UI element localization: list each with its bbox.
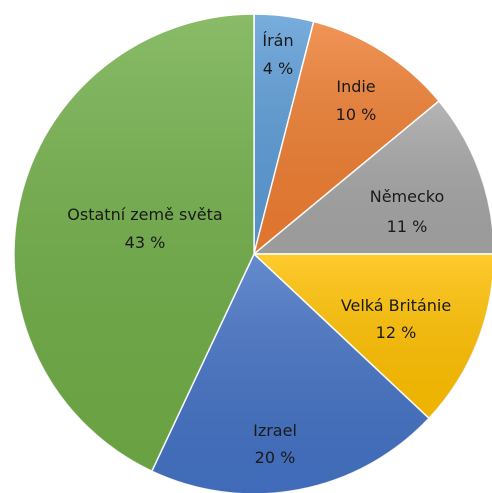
pie-slice-shading bbox=[151, 254, 429, 493]
slice-value-label: 43 % bbox=[125, 233, 166, 252]
pie-slice-shading bbox=[254, 254, 492, 419]
slice-name-label: Izrael bbox=[253, 421, 297, 440]
slice-name-label: Německo bbox=[370, 187, 445, 206]
slice-name-label: Velká Británie bbox=[341, 296, 451, 315]
slice-value-label: 4 % bbox=[263, 59, 293, 78]
slice-name-label: Írán bbox=[262, 31, 293, 50]
pie-slice-shading bbox=[13, 13, 254, 472]
slice-value-label: 20 % bbox=[255, 448, 296, 467]
slice-value-label: 12 % bbox=[376, 323, 417, 342]
pie-slice-shading bbox=[254, 101, 492, 254]
slice-name-label: Indie bbox=[336, 77, 375, 96]
slice-value-label: 10 % bbox=[336, 105, 377, 124]
slice-name-label: Ostatní země světa bbox=[67, 205, 222, 224]
slice-value-label: 11 % bbox=[387, 217, 428, 236]
pie-slice-shading bbox=[254, 21, 439, 254]
